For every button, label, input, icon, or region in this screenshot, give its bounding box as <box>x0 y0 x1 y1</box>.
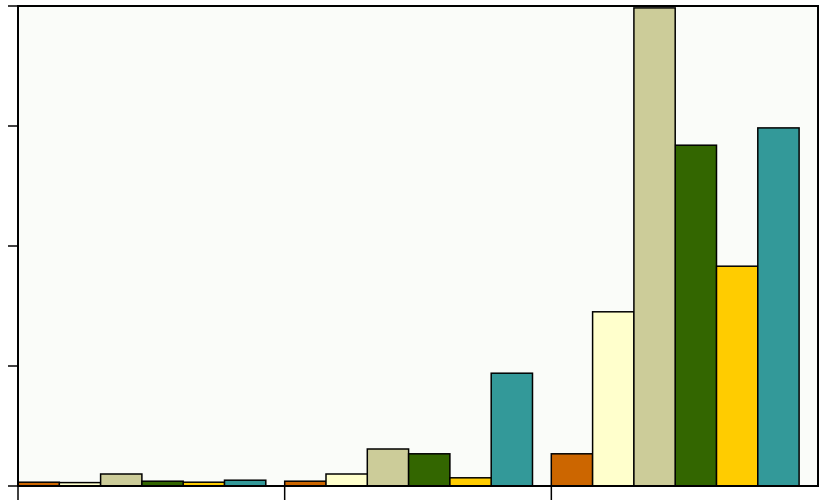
bar-series-6-group-3 <box>757 127 800 487</box>
bar-series-3-group-1 <box>99 473 143 487</box>
bar-series-3-group-3 <box>633 7 676 487</box>
bar-series-6-group-2 <box>490 372 534 487</box>
y-axis-ticks <box>8 5 18 487</box>
bar-series-2-group-3 <box>591 311 635 487</box>
bar-series-3-group-2 <box>366 448 410 487</box>
bar-series-4-group-2 <box>407 453 451 487</box>
plot-frame <box>17 5 819 487</box>
x-axis-ticks <box>17 486 553 500</box>
bar-series-4-group-3 <box>674 144 718 487</box>
bar-series-2-group-2 <box>325 473 369 487</box>
bar-series-5-group-3 <box>715 265 759 487</box>
bar-series-1-group-3 <box>550 453 594 487</box>
bars-group <box>17 7 800 487</box>
bar-series-5-group-2 <box>449 477 492 487</box>
